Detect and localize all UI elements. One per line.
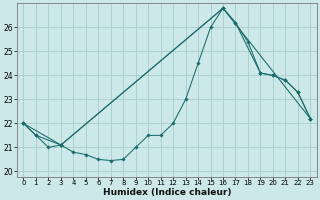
X-axis label: Humidex (Indice chaleur): Humidex (Indice chaleur) xyxy=(103,188,231,197)
